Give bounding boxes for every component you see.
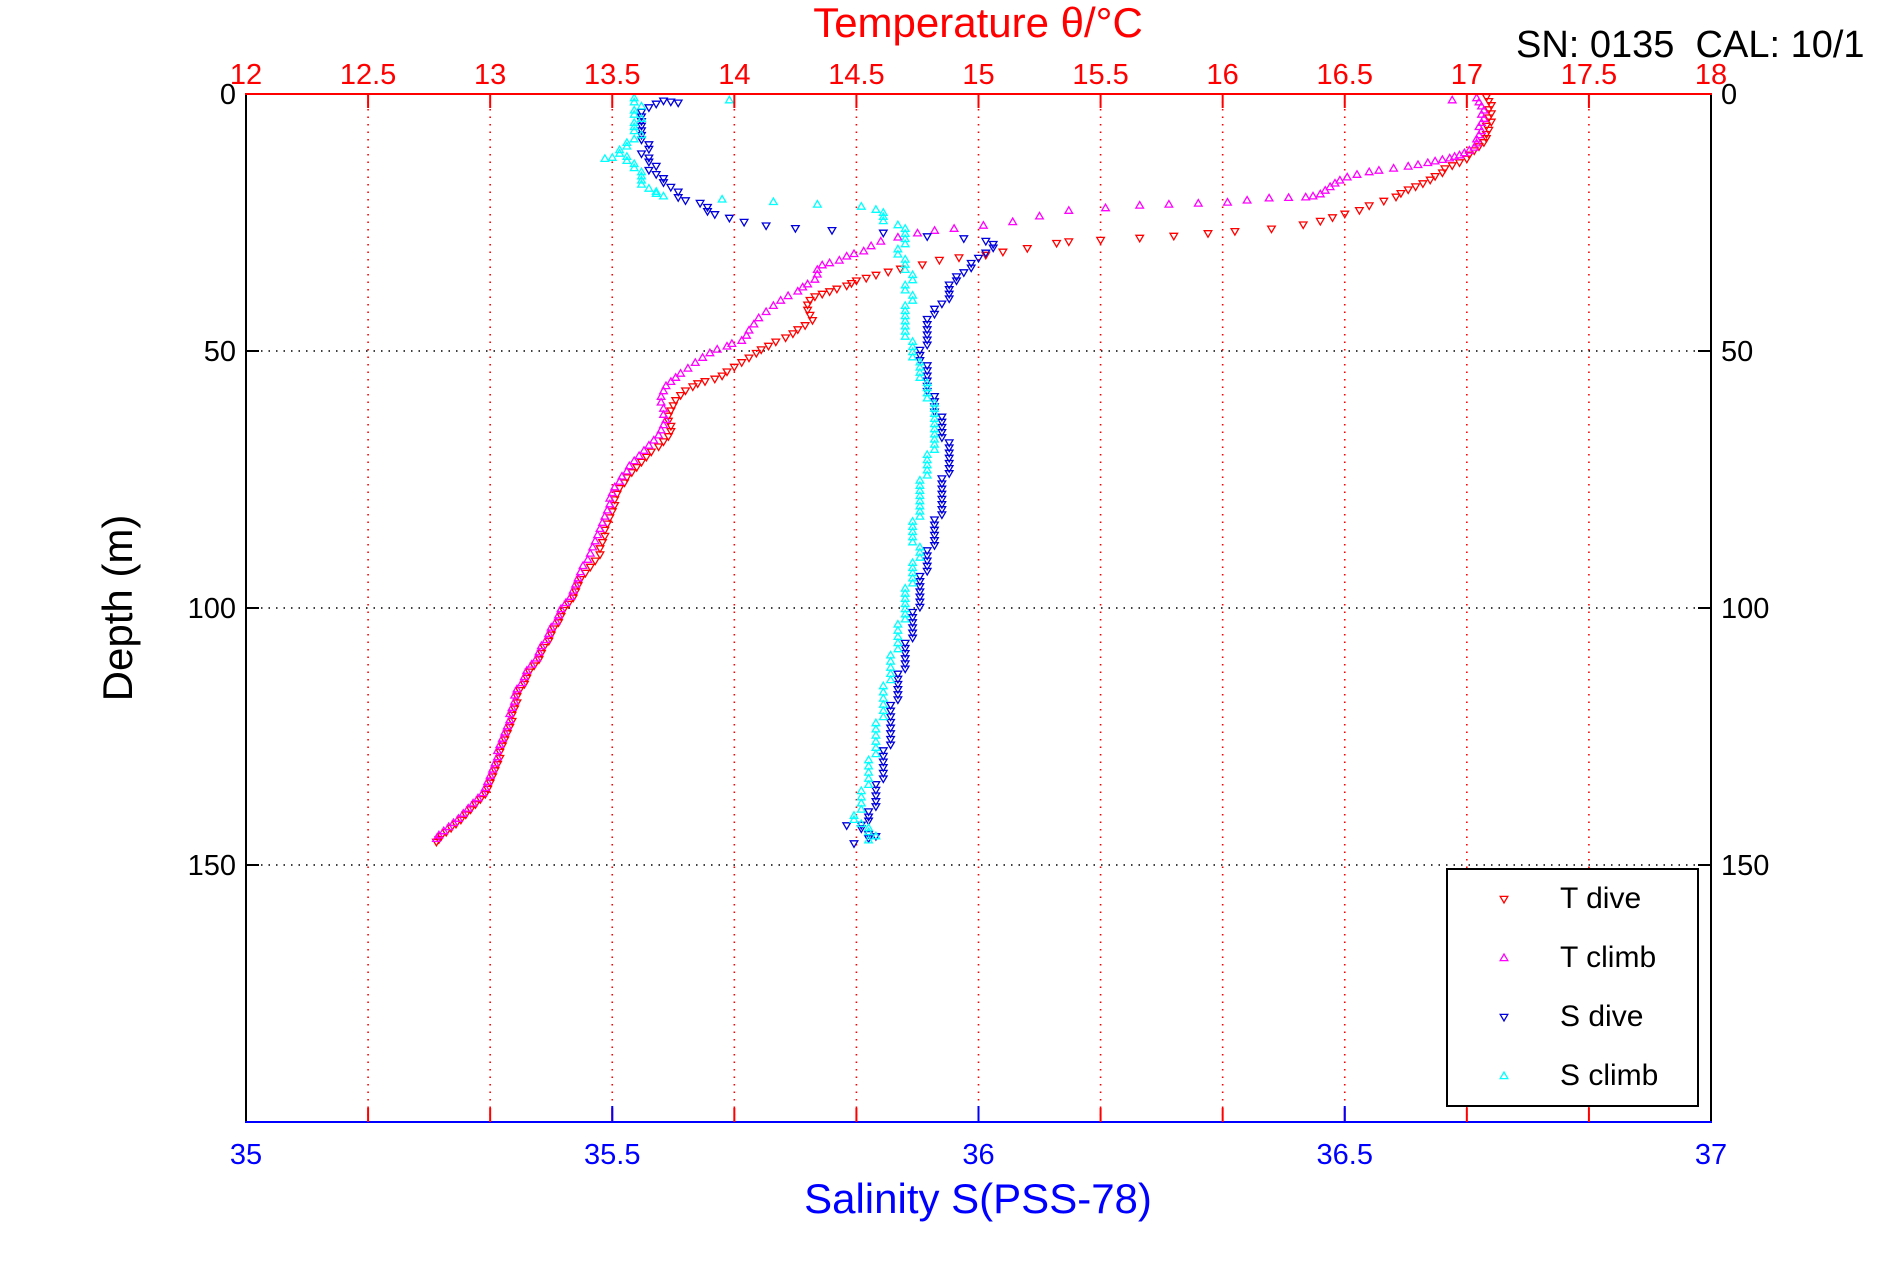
triangle-down-icon xyxy=(1492,1007,1516,1027)
page-title: Temperature θ/°C xyxy=(813,0,1143,46)
depth-axis-label: Depth (m) xyxy=(94,514,141,702)
salinity-axis-label: Salinity S(PSS-78) xyxy=(804,1175,1152,1222)
legend-label: S dive xyxy=(1560,999,1644,1033)
temperature-tick-label: 14.5 xyxy=(828,59,884,91)
salinity-tick-label: 36 xyxy=(962,1139,994,1171)
series-markers-t-dive xyxy=(431,93,1497,848)
salinity-tick-label: 35 xyxy=(230,1139,262,1171)
temperature-tick-label: 18 xyxy=(1695,59,1727,91)
depth-tick-label-left: 150 xyxy=(188,850,236,882)
salinity-tick-label: 35.5 xyxy=(584,1139,640,1171)
series-markers-s-dive xyxy=(636,97,999,849)
series-markers-s-climb xyxy=(599,92,940,844)
temperature-gridlines xyxy=(367,94,1590,1122)
depth-tick-label-right: 0 xyxy=(1721,79,1737,111)
depth-tick-label-left: 100 xyxy=(188,593,236,625)
temperature-tick-label: 17.5 xyxy=(1561,59,1617,91)
legend-label: S climb xyxy=(1560,1058,1659,1092)
depth-tick-label-right: 150 xyxy=(1721,850,1769,882)
temperature-tick-label: 15 xyxy=(962,59,994,91)
temperature-tick-label: 12 xyxy=(230,59,262,91)
legend-entry-t-dive: T dive xyxy=(1448,870,1697,929)
temperature-tick-label: 12.5 xyxy=(340,59,396,91)
triangle-up-icon xyxy=(1492,1066,1516,1086)
depth-tick-label-left: 50 xyxy=(204,336,236,368)
legend-entry-t-climb: T climb xyxy=(1448,929,1697,988)
legend-entry-s-climb: S climb xyxy=(1448,1046,1697,1105)
salinity-tick-label: 37 xyxy=(1695,1139,1727,1171)
legend: T dive T climb S dive S climb xyxy=(1446,868,1699,1107)
depth-tick-label-right: 50 xyxy=(1721,336,1753,368)
legend-entry-s-dive: S dive xyxy=(1448,988,1697,1047)
temperature-tick-label: 17 xyxy=(1451,59,1483,91)
triangle-up-icon xyxy=(1492,948,1516,968)
salinity-tick-label: 36.5 xyxy=(1317,1139,1373,1171)
temperature-tick-label: 16.5 xyxy=(1317,59,1373,91)
temperature-tick-label: 13 xyxy=(474,59,506,91)
temperature-tick-label: 16 xyxy=(1207,59,1239,91)
triangle-down-icon xyxy=(1492,889,1516,909)
depth-gridlines xyxy=(246,350,1711,866)
depth-tick-label-left: 0 xyxy=(220,79,236,111)
temperature-tick-label: 14 xyxy=(718,59,750,91)
serial-calibration-annotation: SN: 0135 CAL: 10/1 xyxy=(1516,24,1865,66)
legend-label: T climb xyxy=(1560,941,1657,975)
series-markers-t-climb xyxy=(431,92,1489,843)
temperature-tick-label: 15.5 xyxy=(1072,59,1128,91)
temperature-tick-label: 13.5 xyxy=(584,59,640,91)
legend-label: T dive xyxy=(1560,882,1642,916)
depth-tick-label-right: 100 xyxy=(1721,593,1769,625)
tick-marks xyxy=(246,94,1711,1122)
